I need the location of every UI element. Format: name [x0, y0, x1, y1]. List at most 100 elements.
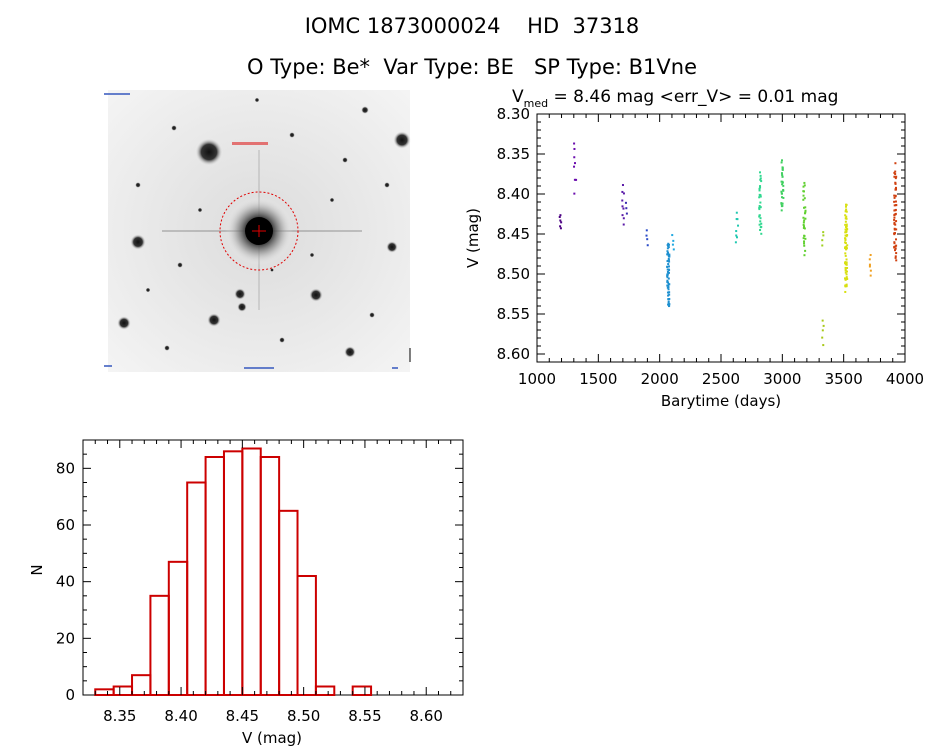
lc-data-point [666, 284, 669, 287]
lc-data-point [893, 222, 896, 225]
hist-plot-frame [82, 439, 464, 696]
lc-data-point [560, 221, 563, 224]
lc-data-point [894, 247, 897, 250]
lc-data-point [821, 336, 824, 339]
lc-data-point [802, 216, 805, 219]
lc-data-point [759, 226, 762, 229]
lc-data-point [844, 261, 847, 264]
lc-data-point [894, 170, 897, 173]
lc-data-point [893, 204, 896, 207]
lc-data-point [803, 212, 806, 215]
lc-data-point [759, 195, 762, 198]
lc-data-point [894, 162, 897, 165]
lc-data-point [668, 293, 671, 296]
lc-data-point [894, 195, 897, 198]
hist-bar [186, 481, 207, 696]
lc-data-point [846, 244, 849, 247]
lc-y-tick-label: 8.60 [497, 345, 530, 363]
hist-bar [167, 560, 189, 696]
lc-data-point [804, 211, 807, 214]
lc-data-point [804, 209, 807, 212]
lc-data-point [666, 291, 669, 294]
lc-data-point [759, 178, 762, 181]
lc-data-point [844, 231, 847, 234]
lc-data-point [645, 229, 648, 232]
lc-data-point [759, 185, 762, 188]
lc-data-point [893, 200, 896, 203]
lc-data-point [780, 196, 783, 199]
lc-data-point [573, 192, 576, 195]
lc-data-point [844, 271, 847, 274]
lc-data-point [646, 238, 649, 241]
lc-data-point [845, 225, 848, 228]
lc-data-point [667, 246, 670, 249]
hist-bar [259, 456, 281, 696]
lc-data-point [758, 223, 761, 226]
lc-data-point [844, 269, 847, 272]
lc-data-point [666, 270, 669, 273]
lc-data-point [845, 273, 848, 276]
lc-data-point [893, 216, 896, 219]
lc-data-point [803, 254, 806, 257]
lc-data-point [845, 263, 848, 266]
lc-data-point [667, 272, 670, 275]
lc-data-point [759, 177, 762, 180]
lc-data-point [735, 234, 738, 237]
lc-data-point [672, 248, 675, 251]
lc-data-point [845, 223, 848, 226]
lc-data-point [758, 187, 761, 190]
lc-data-point [668, 303, 671, 306]
lc-data-point [781, 166, 784, 169]
lc-data-point [622, 223, 625, 226]
lc-data-point [893, 175, 896, 178]
lc-data-point [671, 243, 674, 246]
lc-data-point [624, 201, 627, 204]
lc-data-point [759, 171, 762, 174]
lc-data-point [667, 303, 670, 306]
lc-data-point [780, 190, 783, 193]
lc-data-point [894, 208, 897, 211]
lc-data-point [667, 301, 670, 304]
hist-y-tick-label: 80 [56, 459, 75, 477]
lc-data-point [893, 218, 896, 221]
lc-data-point [781, 175, 784, 178]
lc-data-point [845, 276, 848, 279]
lc-data-point [759, 220, 762, 223]
lc-data-point [802, 190, 805, 193]
lc-data-point [868, 263, 871, 266]
lc-data-point [802, 226, 805, 229]
lc-data-point [895, 186, 898, 189]
lc-data-point [844, 234, 847, 237]
hist-y-tick-label: 40 [56, 573, 75, 591]
lc-data-point [846, 228, 849, 231]
lc-data-point [666, 265, 669, 268]
lc-data-point [760, 232, 763, 235]
lc-data-point [668, 269, 671, 272]
lc-data-point [781, 192, 784, 195]
lc-data-point [759, 201, 762, 204]
lc-data-point [893, 242, 896, 245]
lc-data-point [671, 234, 674, 237]
lc-data-point [760, 180, 763, 183]
lc-data-point [758, 214, 761, 217]
lc-data-point [821, 244, 824, 247]
lc-data-point [894, 188, 897, 191]
finder-image [104, 90, 411, 372]
lc-data-point [736, 236, 739, 239]
lc-data-point [844, 210, 847, 213]
lc-data-point [845, 245, 848, 248]
lc-data-point [895, 228, 898, 231]
lc-data-point [758, 196, 761, 199]
lc-data-point [844, 223, 847, 226]
lc-y-tick-label: 8.45 [497, 225, 530, 243]
lc-data-point [667, 300, 670, 303]
lc-data-point [893, 171, 896, 174]
lc-x-axis-label: Barytime (days) [661, 392, 781, 410]
lc-data-point [735, 230, 738, 233]
lc-data-point [844, 254, 847, 257]
hist-bar [351, 685, 373, 696]
lc-data-point [758, 206, 761, 209]
lc-data-point [895, 204, 898, 207]
lc-x-tick-label: 2000 [641, 370, 679, 388]
lc-data-point [893, 232, 896, 235]
